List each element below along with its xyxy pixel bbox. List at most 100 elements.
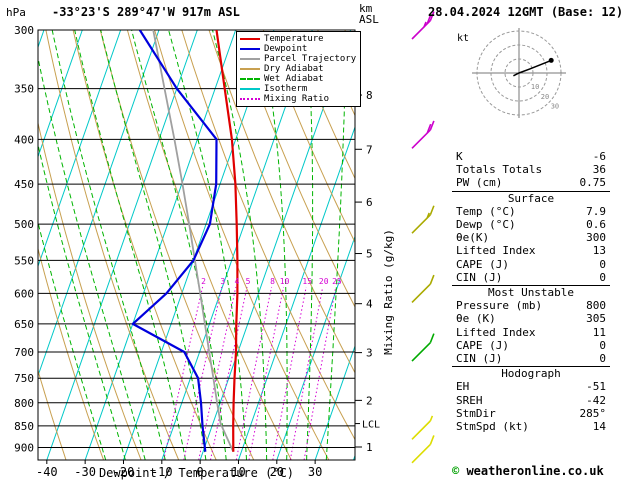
stat-label: K [456, 150, 463, 163]
legend-item: Dewpoint [240, 44, 357, 54]
mixing-ratio-line-swatch [240, 98, 260, 100]
wet-adiabat-line [38, 142, 126, 460]
wind-barb [411, 120, 435, 149]
sounding-curves [131, 30, 239, 453]
isotherm-line [38, 30, 160, 378]
stat-label: SREH [456, 393, 483, 407]
stat-label: PW (cm) [456, 176, 503, 190]
mixing-ratio-value-label: 8 [270, 277, 275, 286]
stat-value: 300 [586, 231, 606, 245]
stat-row: CAPE (J) 0 [452, 258, 610, 271]
mixing-ratio-value-label: 20 [319, 277, 329, 286]
pressure-gridlines [37, 29, 356, 461]
stat-label: StmDir [456, 406, 496, 420]
legend-item: Dry Adiabat [240, 64, 357, 74]
dry-adiabat-line [45, 30, 180, 460]
legend-item-label: Dewpoint [264, 44, 308, 54]
legend-item-label: Dry Adiabat [264, 64, 324, 74]
mixing-ratio-line [210, 286, 248, 460]
mixing-ratio-line [289, 286, 324, 460]
stat-row: CIN (J) 0 [452, 352, 610, 365]
stat-value: -6 [592, 150, 606, 163]
copyright-symbol: © [452, 464, 460, 478]
temperature-tick-label: 20 [270, 465, 284, 479]
dry-adiabat-line [38, 120, 142, 460]
temperature-line-swatch [240, 38, 260, 40]
wet-adiabat-line [325, 30, 347, 460]
stat-label: Lifted Index [456, 244, 536, 258]
mixing-ratio-value-label: 25 [332, 277, 342, 286]
pressure-tick-label: 300 [14, 24, 34, 37]
dewpoint-line-swatch [240, 48, 260, 50]
mixing-ratio-value-label: 15 [302, 277, 312, 286]
wet-adiabat-line [38, 55, 146, 460]
legend-item-label: Wet Adiabat [264, 74, 324, 84]
pressure-tick-label: 700 [14, 346, 34, 359]
wet-adiabat-line [51, 30, 166, 460]
mixing-ratio-value-label: 2 [201, 277, 206, 286]
wind-barb [411, 415, 434, 440]
stat-value: 285° [579, 406, 607, 420]
stat-label: CAPE (J) [456, 338, 509, 352]
km-tick-label: 8 [366, 89, 373, 102]
stat-value: 11 [592, 325, 606, 339]
dry-adiabat-line [235, 30, 355, 309]
isotherm-line [46, 30, 198, 460]
station-title: -33°23'S 289°47'W 917m ASL [52, 5, 240, 19]
pressure-tick-label: 750 [14, 372, 34, 385]
legend-item: Parcel Trajectory [240, 54, 357, 64]
dry-adiabat-line [72, 30, 217, 460]
hodograph-unit-label: kt [457, 33, 469, 44]
wind-barb-column [411, 11, 435, 464]
stat-value: 305 [586, 312, 606, 326]
pressure-tick-label: 800 [14, 397, 34, 410]
copyright-text: weatheronline.co.uk [459, 464, 604, 478]
stat-value: 0.75 [579, 176, 607, 190]
km-tick-label: 1 [366, 441, 373, 454]
isotherm-line [0, 30, 6, 460]
dry-adiabat-line [126, 30, 292, 460]
pressure-tick-label: 500 [14, 218, 34, 231]
km-tick-label: 7 [366, 143, 373, 156]
isotherm-line [38, 30, 122, 268]
stat-row: CAPE (J) 0 [452, 339, 610, 352]
pressure-tick-label: 900 [14, 442, 34, 455]
dry-adiabat-line [208, 30, 355, 374]
wind-barb [411, 435, 435, 464]
mixing-ratio-axis-label: Mixing Ratio (g/kg) [382, 229, 395, 355]
legend-item-label: Isotherm [264, 84, 308, 94]
dry-adiabat-line-swatch [240, 68, 260, 70]
stat-value: 800 [586, 299, 606, 313]
hodograph-storm-motion-marker [548, 57, 554, 63]
hodograph-ring-label: 10 [531, 83, 539, 91]
stat-row: Pressure (mb) 800 [452, 299, 610, 312]
pressure-tick-label: 400 [14, 133, 34, 146]
temperature-tick-label: -10 [151, 465, 173, 479]
wind-barb [411, 205, 435, 234]
dry-adiabat-line [181, 30, 355, 441]
stat-section-title: Most Unstable [452, 285, 610, 299]
stat-value: 7.9 [586, 204, 606, 218]
stat-value: 0 [599, 270, 606, 284]
km-axis-unit: km ASL [359, 3, 379, 25]
asl-unit-label: ASL [359, 13, 379, 26]
temperature-tick-label: -20 [113, 465, 135, 479]
legend-item-label: Temperature [264, 34, 324, 44]
series-temperature [215, 30, 239, 452]
wet-adiabat-line [131, 30, 227, 460]
mixing-ratio-line [272, 286, 307, 460]
stat-value: -42 [586, 393, 606, 407]
series-parcel-trajectory [152, 30, 235, 453]
legend: Temperature Dewpoint Parcel Trajectory Dry … [236, 31, 361, 107]
lcl-label: LCL [362, 420, 380, 431]
isotherm-line [276, 235, 355, 460]
dry-adiabat-line [38, 368, 67, 460]
legend-item: Temperature [240, 34, 357, 44]
stat-label: StmSpd (kt) [456, 420, 529, 434]
stat-row: K -6 [452, 150, 610, 163]
temperature-tick-label: 0 [197, 465, 204, 479]
km-tick-label: 3 [366, 347, 373, 360]
stat-label: Pressure (mb) [456, 299, 543, 313]
stat-value: 0 [599, 338, 606, 352]
wet-adiabat-line [306, 30, 314, 460]
